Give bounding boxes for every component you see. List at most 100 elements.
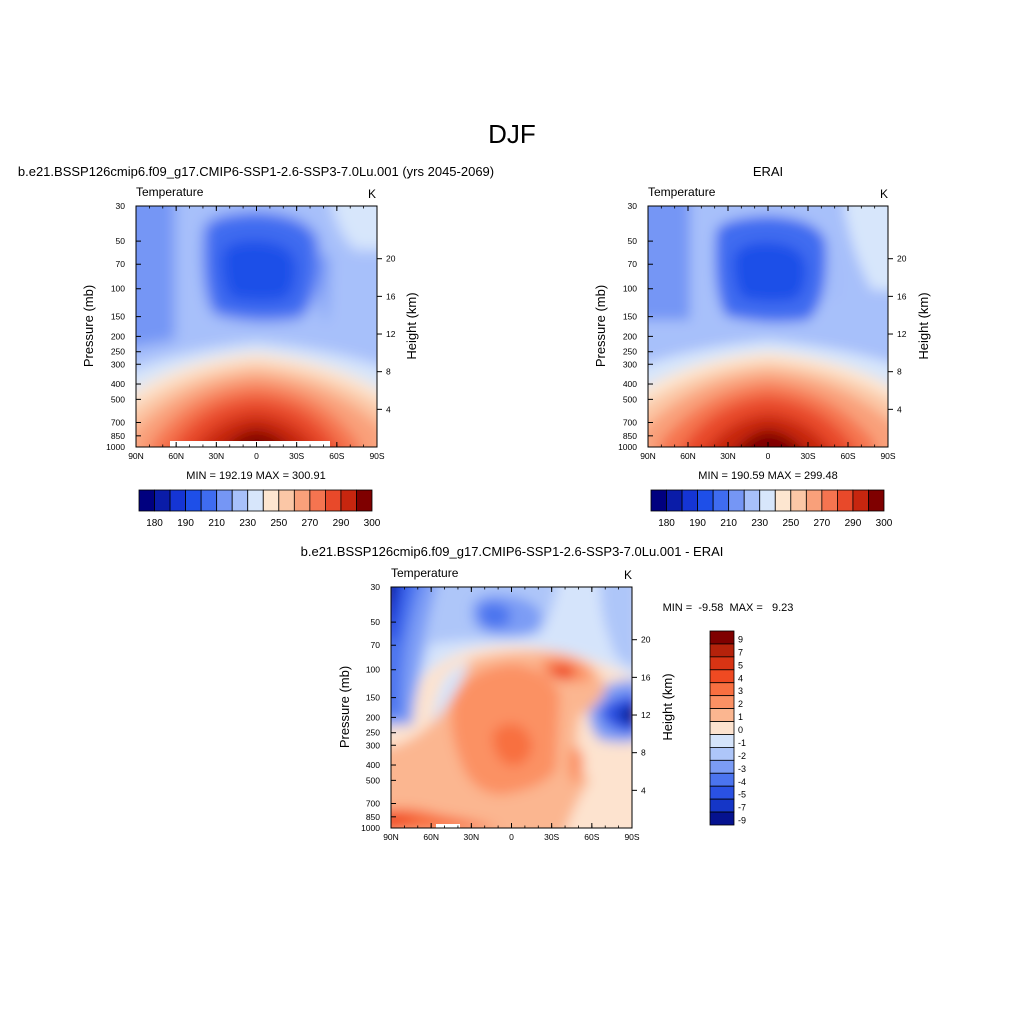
y2-tick-label: 12	[386, 329, 396, 339]
colorbar-label: -7	[738, 803, 746, 813]
y-tick-label: 500	[366, 775, 380, 785]
colorbar-swatch	[805, 489, 823, 512]
y-tick-label: 850	[366, 812, 380, 822]
y-tick-label: 100	[366, 665, 380, 675]
colorbar-swatch	[709, 747, 735, 761]
colorbar-swatch	[709, 811, 735, 826]
y-axis-label: Pressure (mb)	[337, 666, 352, 748]
y-tick-label: 100	[623, 284, 637, 294]
colorbar-label: 7	[738, 647, 743, 657]
band-surface-pos	[391, 808, 500, 828]
y-tick-label: 150	[623, 312, 637, 322]
y2-tick-label: 4	[897, 404, 902, 414]
colorbar-swatch	[247, 489, 264, 512]
panel-left-string: Temperature	[648, 185, 716, 199]
y-tick-label: 500	[111, 394, 125, 404]
colorbar-swatch	[709, 682, 735, 697]
y-tick-label: 400	[623, 379, 637, 389]
y-tick-label: 850	[623, 431, 637, 441]
x-tick-label: 90N	[383, 832, 399, 842]
x-tick-label: 60S	[840, 451, 855, 461]
x-tick-label: 0	[766, 451, 771, 461]
y-tick-label: 700	[111, 417, 125, 427]
band-dark-red	[738, 430, 802, 447]
contour-field	[391, 587, 632, 828]
colorbar-label: 290	[845, 518, 862, 529]
y-tick-label: 30	[371, 582, 381, 592]
colorbar-label: 300	[876, 518, 893, 529]
colorbar-swatch	[837, 489, 854, 512]
x-tick-label: 30S	[800, 451, 815, 461]
colorbar-swatch	[216, 489, 233, 512]
y-tick-label: 300	[111, 359, 125, 369]
band-right-neg-5	[600, 695, 632, 732]
y-tick-label: 100	[111, 284, 125, 294]
colorbar-label: 210	[720, 518, 737, 529]
y-tick-label: 1000	[618, 442, 637, 452]
y-tick-label: 250	[111, 347, 125, 357]
colorbar-swatch	[309, 489, 326, 512]
band-top-pos-core	[548, 664, 574, 680]
panel-subtitle: ERAI	[753, 164, 783, 179]
y-tick-label: 850	[111, 431, 125, 441]
y2-tick-label: 16	[897, 291, 907, 301]
y-tick-label: 30	[116, 201, 126, 211]
colorbar-swatch	[709, 721, 735, 735]
axes: 90N 60N 30N 0 30S 60S 90S 30 50 70 100 150 200 250 300…	[106, 201, 396, 461]
colorbar-label: 270	[814, 518, 831, 529]
x-tick-label: 90N	[640, 451, 656, 461]
colorbar-label: 180	[658, 518, 675, 529]
band-left-neg-7	[391, 587, 399, 620]
colorbar-label: 190	[689, 518, 706, 529]
colorbar-swatch	[709, 734, 735, 748]
colorbar-swatch	[852, 489, 869, 512]
y2-tick-label: 20	[386, 254, 396, 264]
contour-field	[648, 206, 888, 447]
y2-tick-label: 16	[386, 291, 396, 301]
colorbar-label: -5	[738, 790, 746, 800]
figure-title: DJF	[488, 119, 536, 149]
y2-tick-label: 12	[641, 710, 651, 720]
band-core-dark-blue	[733, 242, 807, 302]
colorbar: 180 190 210 230 250 270 290 300	[138, 489, 381, 529]
topography-mask	[170, 441, 330, 447]
panel-subtitle: b.e21.BSSP126cmip6.f09_g17.CMIP6-SSP1-2.…	[301, 544, 724, 559]
colorbar-label: 3	[738, 686, 743, 696]
y-tick-label: 70	[116, 259, 126, 269]
colorbar-swatch	[666, 489, 683, 512]
y2-tick-label: 20	[897, 254, 907, 264]
colorbar-label: 270	[302, 518, 319, 529]
x-tick-label: 0	[254, 451, 259, 461]
colorbar-label: 2	[738, 699, 743, 709]
colorbar-label: 1	[738, 712, 743, 722]
y-tick-label: 50	[116, 236, 126, 246]
colorbar-label: -9	[738, 816, 746, 826]
colorbar-label: 0	[738, 725, 743, 735]
colorbar-swatch	[340, 489, 357, 512]
colorbar-swatch	[709, 772, 735, 787]
panel-units: K	[880, 187, 888, 201]
y-tick-label: 70	[371, 640, 381, 650]
x-tick-label: 30N	[720, 451, 736, 461]
x-tick-label: 60N	[423, 832, 439, 842]
colorbar-swatch	[709, 630, 735, 645]
colorbar-swatch	[821, 489, 838, 512]
y2-axis-label: Height (km)	[660, 673, 675, 740]
y2-tick-label: 16	[641, 672, 651, 682]
x-tick-label: 60N	[168, 451, 184, 461]
stats-label: MIN = 190.59 MAX = 299.48	[698, 470, 837, 482]
colorbar-swatch	[709, 656, 735, 671]
colorbar-swatch	[650, 489, 667, 512]
colorbar: 9 7 5 4 3 2 1 0 -1 -2 -3 -4 -5 -7 -9	[709, 630, 746, 826]
colorbar-label: 250	[270, 518, 287, 529]
colorbar-swatch	[743, 489, 761, 512]
colorbar-swatch	[709, 708, 735, 722]
panel-subtitle: b.e21.BSSP126cmip6.f09_g17.CMIP6-SSP1-2.…	[18, 164, 494, 179]
x-tick-label: 60N	[680, 451, 696, 461]
x-tick-label: 90S	[624, 832, 639, 842]
band-right-neg-7	[618, 705, 632, 724]
colorbar-swatch	[709, 759, 735, 774]
y-axis-label: Pressure (mb)	[81, 285, 96, 367]
y-tick-label: 150	[111, 312, 125, 322]
